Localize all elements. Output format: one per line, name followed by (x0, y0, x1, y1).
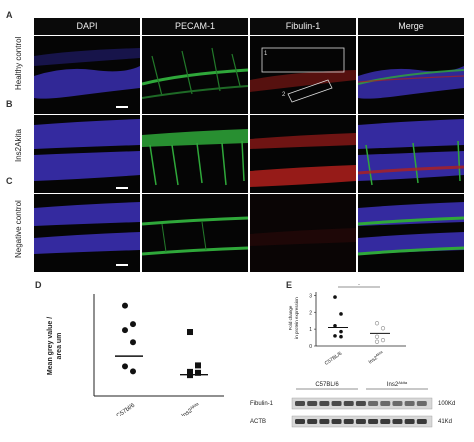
chart-d-point (187, 368, 193, 375)
blot-band (355, 419, 366, 424)
chart-e-point (339, 329, 343, 334)
chart-e-scatter: 0 1 2 3 Fold change in protein expression * C57… (288, 284, 406, 367)
roi-label-2: 2 (282, 92, 286, 98)
tile-akita-fibulin (250, 115, 356, 193)
tile-negative-merge (358, 194, 464, 272)
blot-band (392, 419, 403, 424)
panel-letter-c: C (6, 176, 13, 186)
blot-band (380, 401, 391, 406)
chart-d-scatter: Mean grey value / area um C57bl/6 Ins2Akita (47, 294, 224, 416)
chart-d-point (195, 369, 201, 376)
tile-akita-dapi (34, 115, 140, 193)
chart-d-point (130, 368, 136, 375)
chart-d-point (122, 327, 128, 334)
blot-band (319, 401, 330, 406)
chart-e-ylabel: Fold change (288, 305, 293, 330)
chart-e-ytick-label: 0 (309, 344, 312, 350)
chart-e-significance-mark: * (358, 284, 361, 289)
blot-band (331, 401, 342, 406)
blot-band (319, 419, 330, 424)
blot-group-label-c57: C57BL/6 (315, 382, 339, 388)
row-label-akita: Ins2Akita (14, 129, 23, 162)
blot-band (368, 401, 379, 406)
chart-e-ytick-label: 1 (309, 327, 312, 333)
chart-e-point (333, 295, 337, 299)
chart-e-point (374, 321, 380, 326)
row-label-negative: Negative control (14, 200, 23, 258)
column-header-dapi: DAPI (34, 18, 140, 35)
panel-letter-d: D (35, 280, 42, 290)
roi-label-1: 1 (264, 51, 268, 57)
panel-letter-b: B (6, 99, 13, 109)
blot-band (295, 419, 305, 424)
blot-band (404, 419, 415, 424)
chart-d-point (122, 302, 128, 309)
tile-akita-merge (358, 115, 464, 193)
chart-d-point (195, 362, 201, 369)
blot-band (307, 419, 318, 424)
tile-healthy-pecam (142, 36, 248, 114)
chart-e-point (333, 334, 337, 338)
blot-band (404, 401, 415, 406)
chart-e-point (374, 334, 380, 339)
chart-d-ylabel: area um (56, 333, 63, 360)
column-header-fibulin: Fibulin-1 (250, 18, 356, 35)
chart-e-point (333, 323, 337, 328)
tile-akita-pecam (142, 115, 248, 193)
blot-band-name: ACTB (250, 419, 266, 425)
chart-d-category-label: C57bl/6 (116, 402, 137, 416)
blot-band (307, 401, 318, 406)
chart-e-category-label: Ins2Akita (367, 350, 385, 366)
tile-negative-fibulin (250, 194, 356, 272)
chart-d-category-label: Ins2Akita (179, 400, 201, 416)
micrograph-grid: DAPI PECAM-1 Fibulin-1 Merge 1 2 (34, 18, 464, 272)
blot-band-size: 41Kd (438, 419, 452, 425)
panel-letter-a: A (6, 10, 13, 20)
chart-e-point (339, 312, 343, 316)
blot-band (295, 401, 305, 406)
column-header-merge: Merge (358, 18, 464, 35)
blot-band-name: Fibulin-1 (250, 401, 274, 407)
panel-letter-e: E (286, 280, 293, 290)
tile-negative-dapi (34, 194, 140, 272)
blot-band (416, 401, 427, 406)
tile-healthy-merge (358, 36, 464, 114)
column-header-pecam: PECAM-1 (142, 18, 248, 35)
chart-e-point (374, 339, 380, 344)
blot-band (343, 401, 354, 406)
blot-band (392, 401, 403, 406)
row-label-healthy: Healthy control (14, 36, 23, 90)
tile-healthy-dapi (34, 36, 140, 114)
chart-e-ytick-label: 3 (309, 293, 312, 299)
chart-d-point (187, 329, 193, 336)
blot-band (368, 419, 379, 424)
chart-e-ylabel: in protein expression (294, 297, 299, 339)
chart-d-point (130, 339, 136, 346)
chart-e-ytick-label: 2 (309, 310, 312, 316)
chart-d-point (130, 321, 136, 328)
chart-d-point (122, 363, 128, 370)
blot-band (343, 419, 354, 424)
chart-d-ylabel: Mean grey value / (47, 317, 54, 375)
blot-band (380, 419, 391, 424)
blot-group-label-akita: Ins2Akita (387, 380, 408, 389)
chart-e-point (380, 337, 386, 343)
tile-negative-pecam (142, 194, 248, 272)
chart-e-point (339, 334, 343, 339)
western-blot: C57BL/6 Ins2Akita Fibulin-1 100Kd ACTB 41Kd (250, 380, 455, 428)
blot-band (416, 419, 427, 424)
column-header-row: DAPI PECAM-1 Fibulin-1 Merge (34, 18, 464, 35)
blot-band (355, 401, 366, 406)
chart-e-point (380, 326, 386, 331)
chart-e-category-label: C57BL/6 (324, 351, 344, 367)
blot-band (331, 419, 342, 424)
blot-band-size: 100Kd (438, 401, 455, 407)
tile-healthy-fibulin: 1 2 (250, 36, 356, 114)
